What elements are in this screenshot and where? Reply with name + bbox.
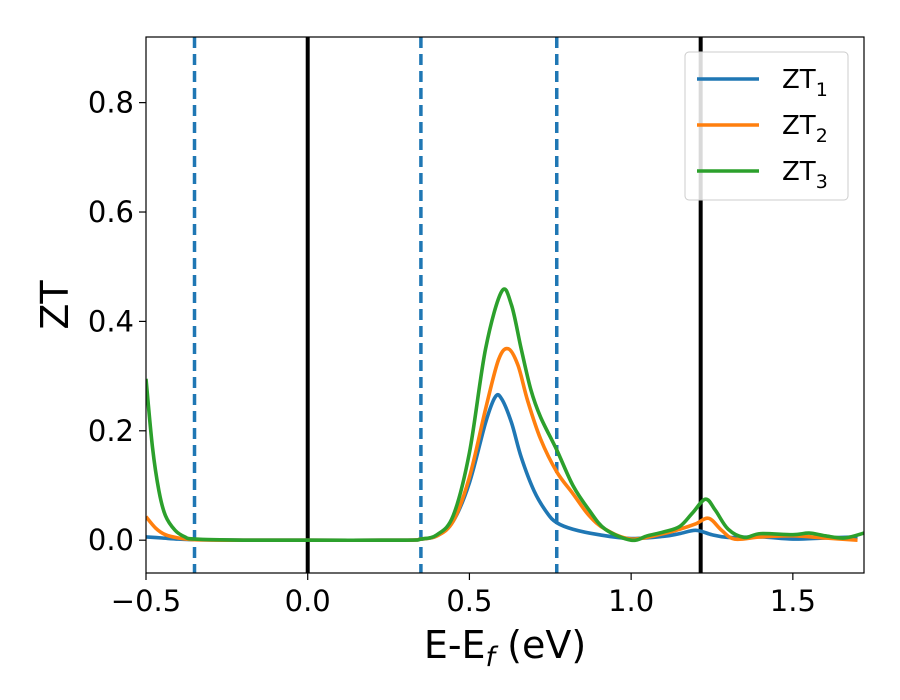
y-tick-label: 0.2	[88, 414, 134, 448]
series-line-zt3	[146, 287, 864, 543]
y-axis-label: ZT	[33, 280, 77, 330]
y-tick-label: 0.4	[88, 304, 134, 338]
series-layer	[146, 287, 864, 543]
series-line-zt2	[146, 346, 858, 543]
y-tick-label: 0.8	[88, 86, 134, 120]
x-axis-ticks: −0.5 0.0 0.5 1.0 1.5	[111, 573, 816, 618]
vertical-reference-lines	[192, 37, 703, 573]
legend-label-zt3: ZT3	[782, 157, 828, 193]
legend-label-zt2: ZT2	[782, 111, 828, 147]
x-tick-label: 1.5	[770, 584, 816, 618]
x-axis-label-rest: (eV)	[495, 623, 586, 667]
legend-box	[684, 51, 849, 201]
x-tick-label: 1.0	[608, 584, 654, 618]
legend-label-zt1: ZT1	[782, 65, 828, 101]
x-tick-label: −0.5	[111, 584, 181, 618]
x-tick-label: 0.0	[285, 584, 331, 618]
y-tick-label: 0.6	[88, 195, 134, 229]
x-axis-label-main: E-E	[424, 623, 486, 667]
plot-frame	[145, 36, 865, 574]
x-tick-label: 0.5	[446, 584, 492, 618]
y-axis-ticks: 0.0 0.2 0.4 0.6 0.8	[88, 86, 146, 557]
y-tick-label: 0.0	[88, 523, 134, 557]
series-line-zt1	[146, 392, 858, 543]
legend: ZT1 ZT2 ZT3	[684, 51, 849, 201]
x-axis-label: E-Ef (eV)	[424, 623, 586, 673]
